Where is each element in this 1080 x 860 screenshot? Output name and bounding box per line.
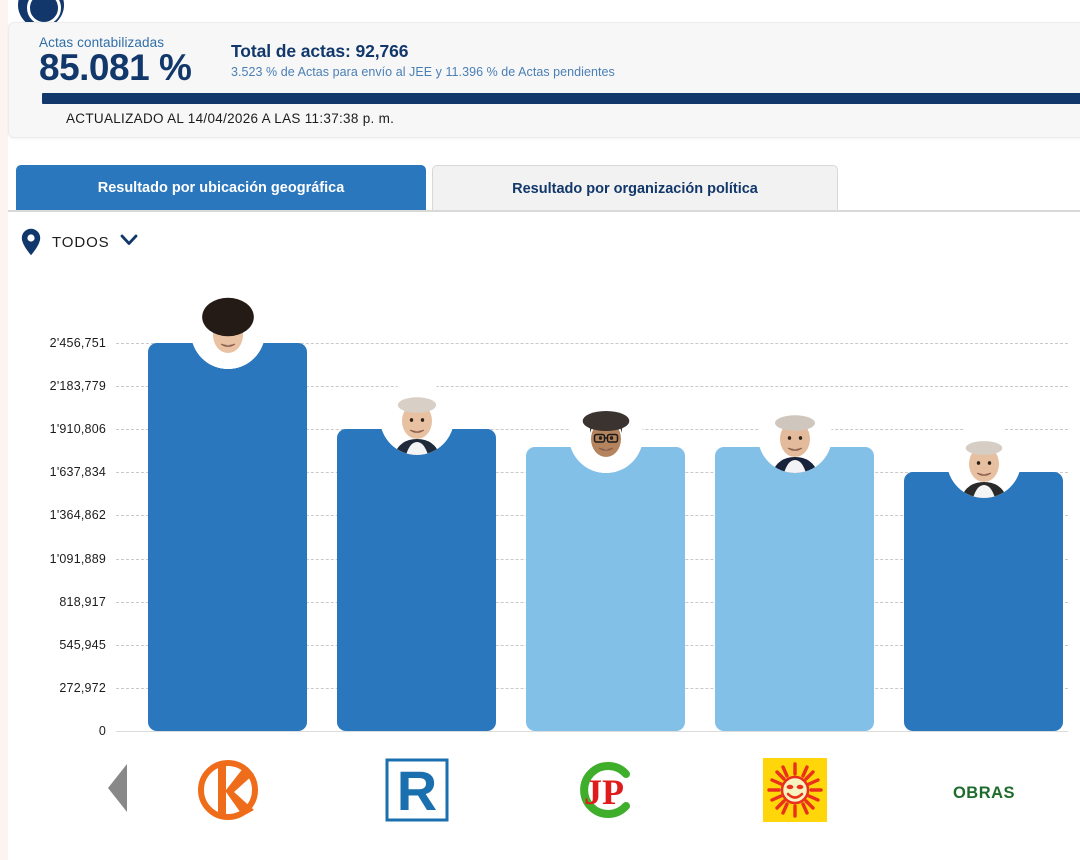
actas-contabilizadas-percent: 85.081 % [39,47,192,88]
y-axis-tick-label: 0 [98,724,106,738]
candidate-5-photo [946,424,1021,499]
tab-resultado-ubicacion-geografica[interactable]: Resultado por ubicación geográfica [16,165,426,211]
y-axis-tick-label: 818,917 [59,594,106,609]
bar-group[interactable] [337,381,496,731]
location-selector[interactable]: TODOS [20,228,138,256]
candidate-1-photo [190,295,265,369]
tab-resultado-organizacion-politica[interactable]: Resultado por organización política [432,165,838,211]
location-label: TODOS [52,233,110,251]
alianza-para-el-progreso-logo-glyph [762,758,827,822]
candidate-2-photo [379,381,454,456]
bar-group[interactable] [526,398,685,731]
y-axis-tick-label: 1'091,889 [49,551,106,566]
obras-logo-glyph: OBRAS [951,758,1016,822]
triangle-left-icon[interactable] [108,764,127,812]
y-axis-tick-label: 2'183,779 [49,379,106,394]
candidate-3-photo [568,398,643,473]
summary-left: Actas contabilizadas 85.081 % [39,35,192,88]
fuerza-popular-logo[interactable] [187,748,268,832]
alianza-para-el-progreso-logo[interactable] [754,748,835,832]
chart-plot-area: 2'456,751 2'183,779 1'910,806 1'637,834 1'36… [50,295,1068,738]
chevron-down-icon[interactable] [120,233,138,251]
bar-group[interactable] [904,424,1063,731]
bar-app[interactable] [715,446,874,731]
bar-k[interactable] [148,343,307,731]
progress-bar [42,93,1080,104]
y-axis-tick-label: 1'910,806 [49,422,106,437]
bar-group[interactable] [148,295,307,731]
results-bar-chart: 2'456,751 2'183,779 1'910,806 1'637,834 1'36… [8,270,1080,860]
obras-logo[interactable]: OBRAS [943,748,1024,832]
y-axis-tick-label: 1'637,834 [49,465,106,480]
gridline [116,386,1068,388]
last-updated-label: ACTUALIZADO AL 14/04/2026 A LAS 11:37:38… [66,111,395,126]
y-axis-tick-label: 1'364,862 [49,508,106,523]
actas-breakdown-label: 3.523 % de Actas para envío al JEE y 11.… [231,65,615,79]
svg-text:R: R [396,759,436,822]
total-actas-label: Total de actas: 92,766 [231,41,409,61]
fuerza-popular-logo-glyph [196,758,260,822]
gridline [116,731,1068,732]
map-pin-icon [20,228,42,256]
actas-contabilizadas-label: Actas contabilizadas [39,35,165,50]
tabs-underline [8,210,1080,212]
juntos-por-el-peru-logo[interactable]: JP [565,748,646,832]
y-axis-tick-label: 2'456,751 [49,336,106,350]
bar-obras[interactable] [904,472,1063,731]
renovacion-popular-logo-glyph: R [385,758,449,822]
chart-bars [116,295,1068,731]
gridline [116,343,1068,344]
y-axis-tick-label: 272,972 [59,680,106,695]
bar-jp[interactable] [526,446,685,731]
y-axis-tick-label: 545,945 [59,637,106,652]
bar-r[interactable] [337,429,496,731]
svg-text:OBRAS: OBRAS [952,784,1014,802]
candidate-4-photo [757,398,832,473]
summary-right: Total de actas: 92,766 3.523 % de Actas … [231,41,615,79]
bar-group[interactable] [715,398,874,731]
party-logos-row: R JP OBRAS [116,748,1068,834]
juntos-por-el-peru-logo-glyph: JP [574,758,638,822]
renovacion-popular-logo[interactable]: R [376,748,457,832]
summary-card: Actas contabilizadas 85.081 % Total de a… [8,22,1080,138]
svg-text:JP: JP [584,772,624,812]
